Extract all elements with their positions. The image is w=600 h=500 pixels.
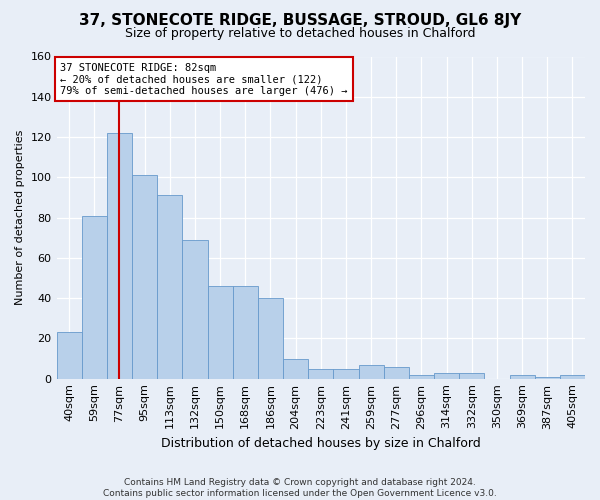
Text: Size of property relative to detached houses in Chalford: Size of property relative to detached ho… — [125, 28, 475, 40]
Bar — [182, 240, 208, 378]
Bar — [208, 286, 233, 378]
X-axis label: Distribution of detached houses by size in Chalford: Distribution of detached houses by size … — [161, 437, 481, 450]
Bar — [535, 376, 560, 378]
Bar — [233, 286, 258, 378]
Bar — [107, 133, 132, 378]
Bar — [383, 366, 409, 378]
Bar — [283, 358, 308, 378]
Bar — [258, 298, 283, 378]
Bar — [509, 374, 535, 378]
Bar — [82, 216, 107, 378]
Bar — [359, 364, 383, 378]
Text: 37, STONECOTE RIDGE, BUSSAGE, STROUD, GL6 8JY: 37, STONECOTE RIDGE, BUSSAGE, STROUD, GL… — [79, 12, 521, 28]
Bar — [56, 332, 82, 378]
Text: Contains HM Land Registry data © Crown copyright and database right 2024.
Contai: Contains HM Land Registry data © Crown c… — [103, 478, 497, 498]
Text: 37 STONECOTE RIDGE: 82sqm
← 20% of detached houses are smaller (122)
79% of semi: 37 STONECOTE RIDGE: 82sqm ← 20% of detac… — [61, 62, 348, 96]
Bar — [157, 196, 182, 378]
Bar — [459, 372, 484, 378]
Y-axis label: Number of detached properties: Number of detached properties — [15, 130, 25, 306]
Bar — [308, 368, 334, 378]
Bar — [434, 372, 459, 378]
Bar — [132, 176, 157, 378]
Bar — [560, 374, 585, 378]
Bar — [334, 368, 359, 378]
Bar — [409, 374, 434, 378]
